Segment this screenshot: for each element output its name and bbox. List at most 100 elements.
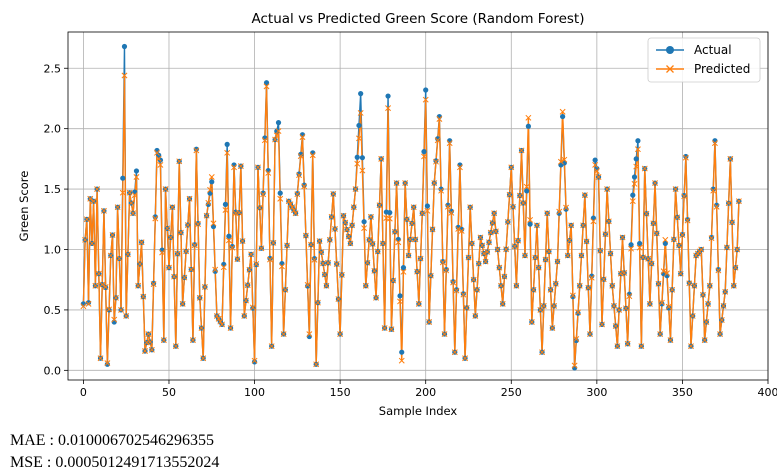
- actual-point: [121, 43, 128, 50]
- y-tick-label: 1.0: [44, 244, 62, 257]
- predicted-point: [706, 282, 713, 289]
- actual-point: [224, 141, 230, 147]
- x-tick-label: 250: [501, 386, 522, 399]
- actual-point: [305, 283, 311, 289]
- predicted-point: [212, 266, 219, 273]
- predicted-point: [513, 282, 520, 289]
- predicted-point: [352, 186, 359, 193]
- predicted-point: [530, 286, 537, 293]
- actual-point: [120, 175, 126, 181]
- chart-title: Actual vs Predicted Green Score (Random …: [252, 11, 585, 27]
- actual-point: [666, 305, 672, 311]
- predicted-point: [123, 313, 130, 319]
- actual-point: [708, 234, 715, 241]
- predicted-point: [251, 357, 258, 364]
- predicted-point: [371, 267, 378, 274]
- predicted-point: [227, 325, 234, 331]
- predicted-point: [564, 252, 571, 259]
- predicted-point: [309, 152, 316, 159]
- predicted-point: [183, 248, 190, 255]
- predicted-point: [593, 168, 600, 174]
- y-tick-label: 0.5: [44, 304, 62, 317]
- predicted-point: [178, 229, 184, 236]
- predicted-point: [667, 337, 674, 344]
- predicted-point: [438, 187, 445, 194]
- predicted-point: [354, 160, 361, 167]
- predicted-point: [516, 192, 523, 199]
- predicted-point: [167, 234, 174, 241]
- predicted-point: [381, 325, 388, 331]
- predicted-point: [556, 208, 563, 215]
- predicted-point: [248, 251, 255, 258]
- predicted-point: [219, 321, 225, 328]
- predicted-point: [176, 158, 183, 165]
- mse-readout: MSE : 0.0005012491713552024: [10, 454, 220, 471]
- predicted-point: [345, 233, 352, 240]
- plot-frame: [67, 31, 769, 381]
- predicted-point: [378, 155, 385, 162]
- predicted-point: [405, 252, 412, 259]
- predicted-point: [145, 331, 152, 338]
- actual-point: [460, 291, 466, 297]
- predicted-point: [417, 255, 424, 262]
- mae-readout: MAE : 0.010006702546296355: [10, 432, 214, 449]
- predicted-point: [578, 252, 585, 259]
- predicted-point: [494, 246, 501, 253]
- predicted-point: [344, 226, 350, 233]
- actual-point: [573, 337, 579, 344]
- predicted-point: [681, 193, 688, 200]
- predicted-point: [489, 219, 496, 226]
- actual-point: [133, 168, 140, 174]
- x-tick-label: 50: [162, 386, 176, 399]
- predicted-point: [395, 239, 402, 246]
- predicted-point: [80, 303, 87, 310]
- predicted-point: [628, 245, 635, 252]
- predicted-point: [369, 240, 376, 247]
- predicted-point: [241, 313, 248, 319]
- predicted-point: [421, 153, 427, 160]
- legend-marker-actual: [666, 46, 674, 54]
- predicted-point: [321, 271, 328, 278]
- predicted-point: [376, 202, 383, 209]
- actual-point: [589, 273, 595, 279]
- predicted-point: [285, 198, 292, 205]
- predicted-point: [130, 210, 136, 217]
- predicted-point: [676, 242, 682, 249]
- actual-point: [424, 203, 431, 209]
- y-axis-title: Green Score: [17, 171, 31, 242]
- predicted-point: [599, 321, 605, 328]
- predicted-point: [193, 147, 200, 154]
- predicted-point: [318, 249, 325, 256]
- actual-point: [397, 293, 403, 299]
- predicted-point: [520, 200, 527, 206]
- predicted-point: [157, 161, 164, 168]
- predicted-point: [200, 355, 207, 362]
- actual-point: [361, 219, 367, 225]
- actual-point: [684, 217, 691, 223]
- predicted-point: [585, 284, 592, 291]
- predicted-point: [292, 210, 299, 217]
- predicted-point: [501, 273, 508, 280]
- predicted-point: [278, 263, 285, 270]
- predicted-point: [581, 192, 588, 199]
- predicted-point: [203, 212, 210, 219]
- predicted-point: [347, 240, 354, 247]
- predicted-point: [444, 203, 451, 210]
- predicted-point: [155, 155, 162, 162]
- predicted-point: [717, 331, 724, 338]
- predicted-point: [723, 244, 730, 251]
- predicted-point: [720, 302, 727, 309]
- predicted-point: [607, 250, 614, 257]
- predicted-point: [373, 294, 380, 301]
- predicted-point: [677, 270, 684, 277]
- predicted-point: [224, 149, 231, 156]
- actual-point: [275, 120, 282, 126]
- predicted-point: [160, 337, 167, 344]
- predicted-point: [391, 228, 398, 235]
- predicted-point: [138, 239, 145, 246]
- y-tick-label: 0.0: [44, 364, 62, 377]
- predicted-point: [622, 305, 629, 312]
- predicted-point: [539, 349, 546, 356]
- predicted-point: [328, 213, 335, 220]
- predicted-point: [196, 294, 203, 301]
